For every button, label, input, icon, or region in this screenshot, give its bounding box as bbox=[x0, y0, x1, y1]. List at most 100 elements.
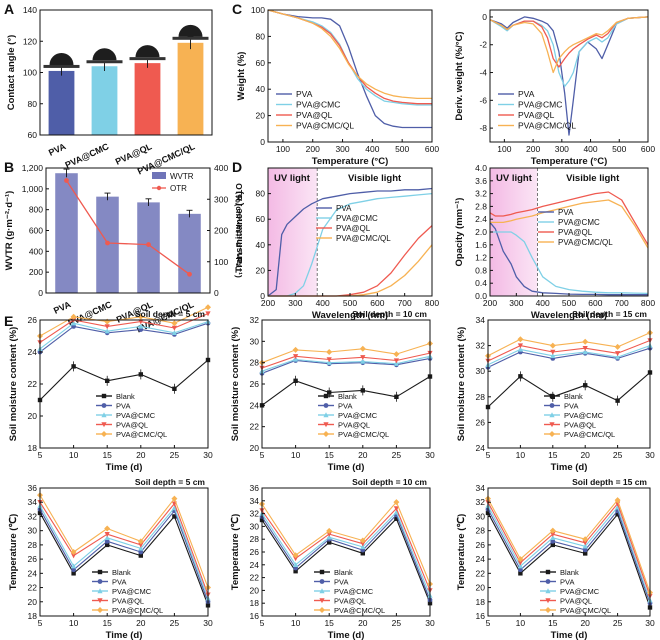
plot-frame bbox=[39, 487, 209, 617]
y-tick-label: 1,000 bbox=[22, 184, 44, 194]
y-tick-label: 0.8 bbox=[475, 265, 487, 275]
series-line-blank bbox=[261, 376, 431, 406]
data-point bbox=[71, 320, 77, 326]
legend-label: Blank bbox=[334, 568, 353, 577]
uv-light-label: UV light bbox=[496, 173, 533, 184]
data-point bbox=[323, 412, 329, 418]
data-point bbox=[104, 328, 110, 334]
y-tick-label: 30 bbox=[476, 366, 486, 376]
data-point bbox=[518, 374, 523, 379]
series-line-pva-ql bbox=[487, 339, 651, 362]
y-tick-label: 22 bbox=[28, 379, 38, 389]
data-point bbox=[545, 579, 551, 584]
data-point bbox=[327, 390, 332, 395]
x-tick-label: 600 bbox=[588, 298, 602, 308]
panel-e1: 5 10 15 20 25 30 18 20 22 24 26 Time (d) Soil moistu… bbox=[8, 304, 213, 473]
x-tick-label: 400 bbox=[316, 298, 330, 308]
y-tick-label: 22 bbox=[250, 422, 260, 432]
y-tick-label: 32 bbox=[476, 341, 486, 351]
legend-label: PVA bbox=[518, 89, 535, 99]
x-axis-label: Time (d) bbox=[328, 462, 365, 473]
y-tick-label: 1,200 bbox=[22, 163, 44, 173]
x-tick-label: 800 bbox=[425, 298, 439, 308]
y-tick-label: 3.6 bbox=[475, 176, 487, 186]
data-point bbox=[517, 560, 523, 566]
x-tick-label: 600 bbox=[425, 144, 439, 154]
series-line-blank bbox=[39, 359, 209, 401]
legend-label: Blank bbox=[338, 392, 357, 401]
data-point bbox=[71, 364, 76, 369]
data-point bbox=[545, 588, 551, 594]
x-tick-label: 700 bbox=[398, 298, 412, 308]
y-tick-label: 18 bbox=[250, 598, 260, 608]
x-tick-label: 30 bbox=[425, 450, 435, 460]
y-tick-label: 28 bbox=[250, 358, 260, 368]
y-tick-label: 26 bbox=[250, 547, 260, 557]
series-line-pva-cmc-ql bbox=[487, 498, 651, 593]
x-tick-label: 25 bbox=[613, 450, 623, 460]
data-point bbox=[292, 552, 299, 559]
y-tick-label: 36 bbox=[250, 483, 260, 493]
data-point bbox=[138, 553, 143, 558]
y-tick-label: 100 bbox=[23, 68, 37, 78]
legend-label: Blank bbox=[116, 392, 135, 401]
x-tick-label: 5 bbox=[486, 450, 491, 460]
data-point bbox=[550, 349, 556, 355]
panel-letter: A bbox=[4, 1, 14, 17]
x-tick-label: 400 bbox=[536, 298, 550, 308]
data-point bbox=[293, 378, 298, 383]
otr-line bbox=[65, 180, 190, 275]
x-tick-label: 15 bbox=[102, 618, 112, 628]
y-tick-label: 24 bbox=[28, 347, 38, 357]
y-tick-label: 18 bbox=[28, 443, 38, 453]
y-tick-label: 26 bbox=[28, 554, 38, 564]
legend-label: PVA@CMC/QL bbox=[336, 234, 391, 243]
data-point bbox=[549, 422, 555, 428]
data-point bbox=[97, 607, 103, 613]
legend-label: PVA@CMC bbox=[336, 214, 378, 223]
data-point bbox=[360, 544, 366, 550]
x-tick-label: 300 bbox=[555, 144, 569, 154]
y-tick-label: 24 bbox=[28, 568, 38, 578]
x-tick-label: 25 bbox=[613, 618, 623, 628]
y-tick-label: 30 bbox=[476, 511, 486, 521]
data-point bbox=[101, 412, 107, 418]
otr-point bbox=[105, 240, 110, 246]
x-axis-label: Time (d) bbox=[328, 630, 365, 640]
series-line-pva-cmc-ql bbox=[261, 501, 431, 585]
y-tick-label: 0.0 bbox=[475, 291, 487, 301]
soil-depth-title: Soil depth = 10 cm bbox=[352, 477, 427, 487]
panel-e6: 5 10 15 20 25 30 16 18 20 22 24 26 28 30 32 34 Time (d) T… bbox=[456, 477, 655, 640]
legend-label: PVA@CMC/QL bbox=[296, 121, 354, 131]
y-tick-label: 20 bbox=[476, 583, 486, 593]
series-line-pva-ql bbox=[261, 352, 431, 369]
panel-letter: D bbox=[232, 159, 242, 175]
data-point bbox=[517, 563, 523, 569]
x-tick-label: 20 bbox=[358, 450, 368, 460]
data-point bbox=[326, 534, 332, 540]
y-tick-label: 60 bbox=[256, 58, 266, 68]
y-tick-label: 140 bbox=[23, 5, 37, 15]
series-line-pva bbox=[487, 509, 651, 604]
x-tick-label: 15 bbox=[102, 450, 112, 460]
y-tick-label: 20 bbox=[28, 411, 38, 421]
data-point bbox=[293, 356, 299, 362]
y-axis-label: Weight (%) bbox=[236, 52, 247, 101]
bar-pva-cmc bbox=[91, 66, 118, 135]
y-tick-label: 20 bbox=[250, 443, 260, 453]
y-tick-label: -6 bbox=[479, 95, 487, 105]
y-tick-label: 26 bbox=[250, 379, 260, 389]
data-point bbox=[582, 338, 589, 345]
y-tick-label: 34 bbox=[28, 497, 38, 507]
y-tick-label: 30 bbox=[250, 336, 260, 346]
data-point bbox=[545, 607, 551, 613]
data-point bbox=[104, 525, 111, 532]
panel-letter: B bbox=[4, 159, 14, 175]
y-tick-label: 40 bbox=[256, 84, 266, 94]
data-point bbox=[171, 325, 177, 331]
legend-label: PVA@CMC/QL bbox=[112, 606, 163, 615]
series-line-pva-cmc bbox=[261, 355, 431, 372]
y-tick-label: 0 bbox=[38, 288, 43, 298]
data-point bbox=[326, 349, 333, 355]
